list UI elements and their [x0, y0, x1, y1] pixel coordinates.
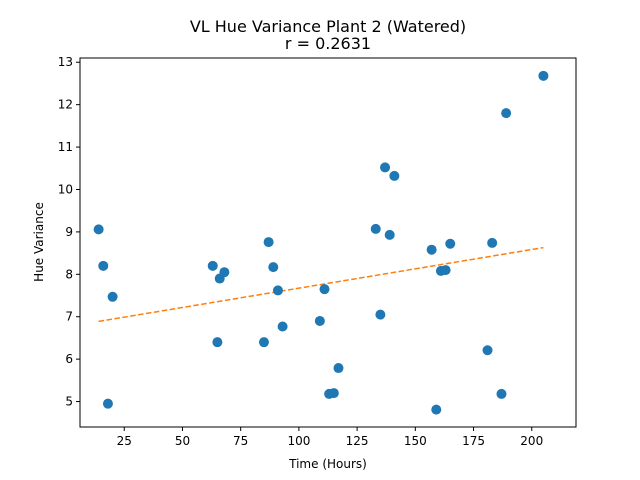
points-layer	[93, 70, 549, 415]
data-point	[333, 363, 344, 374]
data-point	[319, 284, 330, 295]
y-tick-label: 5	[65, 395, 73, 409]
data-point	[431, 404, 442, 415]
data-point	[328, 388, 339, 399]
y-tick-label: 12	[58, 98, 73, 112]
data-point	[501, 108, 512, 119]
x-tick-label: 175	[462, 434, 485, 448]
data-point	[98, 260, 109, 271]
data-point	[445, 238, 456, 249]
y-tick-label: 6	[65, 352, 73, 366]
x-tick-label: 150	[404, 434, 427, 448]
data-point	[219, 267, 230, 278]
x-tick-label: 125	[346, 434, 369, 448]
data-point	[102, 398, 113, 409]
x-tick-label: 200	[520, 434, 543, 448]
data-point	[258, 337, 269, 348]
data-point	[107, 291, 118, 302]
data-point	[482, 345, 493, 356]
data-point	[487, 237, 498, 248]
y-tick-label: 11	[58, 140, 73, 154]
y-tick-label: 10	[58, 182, 73, 196]
x-tick-label: 50	[175, 434, 190, 448]
plot-frame	[79, 57, 577, 428]
data-point	[426, 244, 437, 255]
data-point	[93, 224, 104, 235]
chart-title: VL Hue Variance Plant 2 (Watered)	[190, 17, 466, 36]
data-point	[384, 229, 395, 240]
data-point	[375, 309, 386, 320]
ticks-layer: 25 50 75 100 125 150 175 200 5 6 7 8 9 10 11 12 13	[58, 55, 543, 448]
y-tick-label: 7	[65, 310, 73, 324]
data-point	[212, 337, 223, 348]
data-point	[272, 285, 283, 296]
trend-line	[98, 246, 544, 323]
data-point	[314, 315, 325, 326]
data-point	[268, 262, 279, 273]
data-point	[370, 223, 381, 234]
data-point	[263, 237, 274, 248]
x-tick-label: 25	[117, 434, 132, 448]
y-tick-label: 9	[65, 225, 73, 239]
y-tick-label: 13	[58, 55, 73, 69]
data-point	[380, 162, 391, 173]
y-axis-label: Hue Variance	[32, 202, 46, 282]
data-point	[207, 260, 218, 271]
data-point	[538, 70, 549, 81]
data-point	[496, 388, 507, 399]
x-tick-label: 100	[287, 434, 310, 448]
x-axis-label: Time (Hours)	[288, 457, 367, 471]
chart-subtitle: r = 0.2631	[285, 34, 371, 53]
data-point	[389, 170, 400, 181]
trend-layer	[98, 246, 544, 323]
data-point	[440, 265, 451, 276]
y-tick-label: 8	[65, 267, 73, 281]
x-tick-label: 75	[233, 434, 248, 448]
data-point	[277, 321, 288, 332]
